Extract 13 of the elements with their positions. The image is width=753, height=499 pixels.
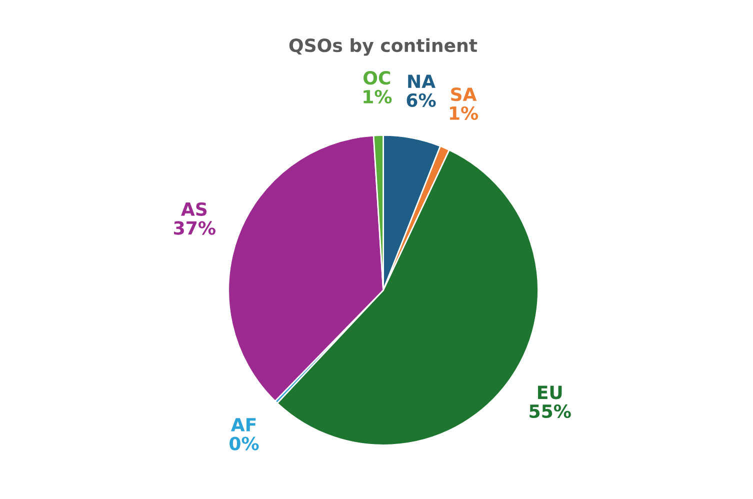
chart-title: QSOs by continent	[289, 38, 478, 56]
data-label: 6%	[406, 93, 436, 107]
data-label: 1%	[364, 90, 392, 104]
slice-label: SA	[451, 87, 477, 102]
data-label: 0%	[230, 436, 259, 450]
data-label: 55%	[530, 404, 571, 418]
slice-label: NA	[408, 74, 436, 88]
slice-label: OC	[364, 71, 390, 85]
slice-label: AS	[181, 202, 207, 216]
slice-label: AF	[230, 418, 256, 432]
data-label: 1%	[450, 106, 478, 120]
data-label: 37%	[174, 221, 216, 235]
slice-label: EU	[538, 386, 562, 400]
